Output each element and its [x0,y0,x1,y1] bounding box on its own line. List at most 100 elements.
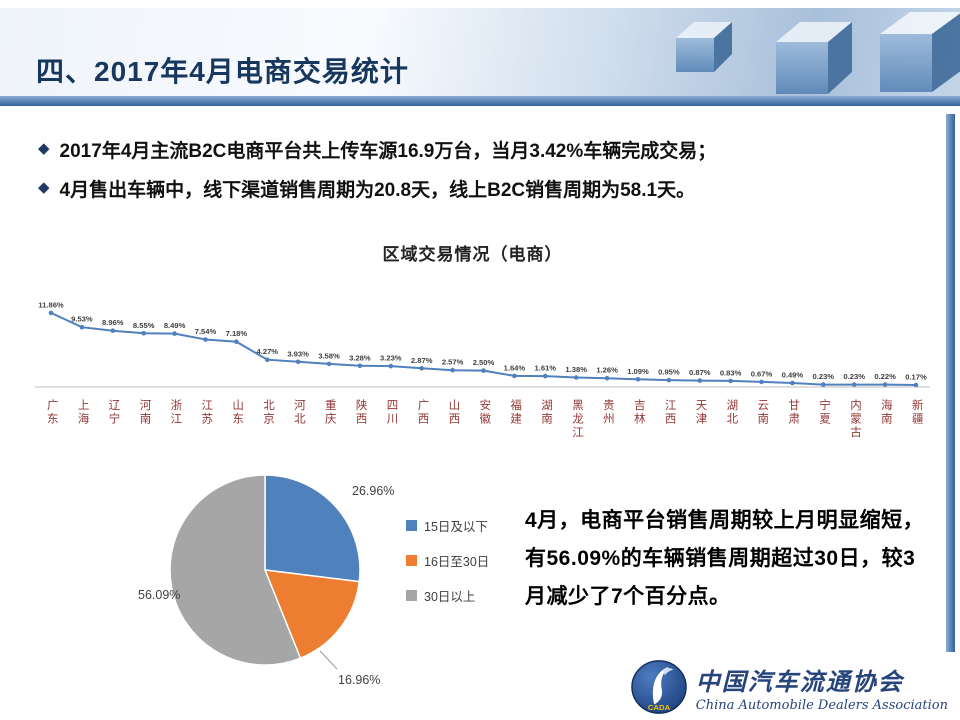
bullet-item: ◆ 4月售出车辆中，线下渠道销售周期为20.8天，线上B2C销售周期为58.1天… [38,175,918,202]
x-axis-label: 内蒙古 [839,399,869,445]
x-axis-label: 上海 [67,399,97,431]
svg-text:0.17%: 0.17% [905,373,927,382]
x-axis-label: 辽宁 [98,399,128,431]
x-axis-label: 北京 [252,399,282,431]
x-axis-label: 江西 [654,399,684,431]
svg-text:9.53%: 9.53% [71,315,93,324]
pie-slice-label: 16.96% [338,673,381,687]
x-axis-label-text: 广西 [416,399,429,426]
x-axis-label-text: 云南 [756,399,769,426]
x-axis-label-text: 吉林 [632,399,645,426]
svg-text:1.26%: 1.26% [596,366,618,375]
sales-cycle-pie-chart: 26.96% 16.96% 56.09% 15日及以下 16日至30日 30日以上 [120,463,560,708]
svg-text:8.49%: 8.49% [164,321,186,330]
right-accent-bar [946,114,955,652]
x-axis-label: 甘肃 [777,399,807,431]
x-axis-label: 安徽 [469,399,499,431]
legend-swatch [406,590,417,601]
x-axis-label: 天津 [685,399,715,431]
x-axis-label: 陕西 [345,399,375,431]
x-axis-label-text: 四川 [385,399,398,426]
x-axis-label: 广东 [36,399,66,431]
bullet-text: 2017年4月主流B2C电商平台共上传车源16.9万台，当月3.42%车辆完成交… [59,141,717,162]
x-axis-label: 四川 [376,399,406,431]
x-axis-label-text: 山西 [447,399,460,426]
svg-text:4.27%: 4.27% [257,347,279,356]
x-axis-label-text: 山东 [231,399,244,426]
svg-text:3.28%: 3.28% [349,353,371,362]
svg-text:1.61%: 1.61% [535,364,557,373]
svg-text:2.57%: 2.57% [442,358,464,367]
x-axis-label-text: 甘肃 [787,399,800,426]
x-axis-label-text: 湖北 [725,399,738,426]
x-axis-label: 河南 [129,399,159,431]
x-axis-label: 黑龙江 [561,399,591,445]
x-axis-label: 湖北 [716,399,746,431]
x-axis-label-text: 河南 [138,399,151,426]
x-axis-label-text: 河北 [292,399,305,426]
svg-text:7.54%: 7.54% [195,327,217,336]
diamond-bullet-icon: ◆ [38,140,50,157]
org-name-en: China Automobile Dealers Association [695,697,948,713]
x-axis-label-text: 黑龙江 [570,399,583,440]
svg-text:1.38%: 1.38% [565,365,587,374]
x-axis-label: 宁夏 [808,399,838,431]
x-axis-label-text: 湖南 [540,399,553,426]
x-axis-label-text: 江苏 [200,399,213,426]
svg-text:2.87%: 2.87% [411,356,433,365]
bullet-item: ◆ 2017年4月主流B2C电商平台共上传车源16.9万台，当月3.42%车辆完… [38,136,918,163]
svg-text:3.23%: 3.23% [380,354,402,363]
x-axis-label: 福建 [499,399,529,431]
legend-item: 30日以上 [406,586,489,605]
analysis-note: 4月，电商平台销售周期较上月明显缩短，有56.09%的车辆销售周期超过30日，较… [525,509,925,608]
svg-text:1.64%: 1.64% [504,363,526,372]
org-name-cn: 中国汽车流通协会 [695,666,904,696]
svg-text:0.67%: 0.67% [751,369,773,378]
x-axis-label: 河北 [283,399,313,431]
x-axis-label: 浙江 [160,399,190,431]
x-axis-label: 吉林 [623,399,653,431]
footer-brand: CADA 中国汽车流通协会 China Automobile Dealers A… [630,658,948,716]
pie-legend: 15日及以下 16日至30日 30日以上 [406,516,489,621]
x-axis-label-text: 贵州 [601,399,614,426]
svg-text:1.09%: 1.09% [627,367,649,376]
cada-logo-text: CADA [648,703,671,712]
slide-header: 四、2017年4月电商交易统计 [0,8,960,96]
x-axis-label-text: 江西 [663,399,676,426]
region-line-chart: 11.86% 9.53% 8.96% 8.55% 8.49% 7.54% 7.18% 4.27… [35,296,930,472]
pie-slice-label: 56.09% [138,588,181,602]
x-axis-label: 江苏 [191,399,221,431]
diamond-bullet-icon: ◆ [38,179,50,196]
legend-label: 30日以上 [424,590,476,604]
svg-text:3.58%: 3.58% [318,351,340,360]
svg-text:2.50%: 2.50% [473,358,495,367]
legend-item: 15日及以下 [406,516,489,535]
x-axis-label-text: 北京 [262,399,275,426]
svg-text:7.18%: 7.18% [226,329,248,338]
x-axis-label: 新疆 [901,399,931,431]
x-axis-label-text: 上海 [76,399,89,426]
x-axis-label: 贵州 [592,399,622,431]
svg-text:11.86%: 11.86% [38,300,64,309]
decorative-cubes-graphic [676,12,960,94]
legend-swatch [406,555,417,566]
x-axis-label: 云南 [747,399,777,431]
svg-text:0.22%: 0.22% [874,372,896,381]
x-axis-label-text: 陕西 [354,399,367,426]
x-axis-label-text: 宁夏 [818,399,831,426]
bullet-text: 4月售出车辆中，线下渠道销售周期为20.8天，线上B2C销售周期为58.1天。 [59,180,696,201]
legend-label: 16日至30日 [424,555,490,569]
x-axis-label: 湖南 [530,399,560,431]
x-axis-label-text: 安徽 [478,399,491,426]
svg-text:0.83%: 0.83% [720,368,742,377]
svg-text:0.95%: 0.95% [658,368,680,377]
x-axis-label-text: 天津 [694,399,707,426]
header-divider-bar [0,96,960,106]
x-axis-label: 重庆 [314,399,344,431]
x-axis-label: 山东 [221,399,251,431]
svg-text:8.96%: 8.96% [102,318,124,327]
x-axis-label-text: 浙江 [169,399,182,426]
x-axis-label-text: 内蒙古 [848,399,861,440]
cada-logo-icon: CADA [630,660,687,714]
